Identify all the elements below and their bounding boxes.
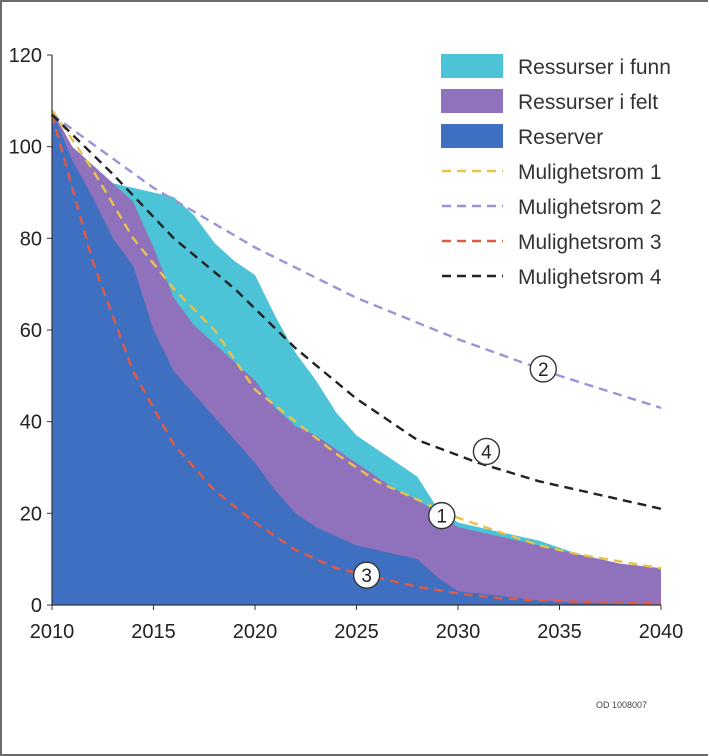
legend-label-mulighetsrom-2: Mulighetsrom 2 xyxy=(518,196,662,219)
y-tick-label: 20 xyxy=(20,503,42,525)
y-tick-label: 60 xyxy=(20,320,42,342)
line-mulighetsrom-3 xyxy=(50,114,662,605)
y-tick-label: 80 xyxy=(20,228,42,250)
legend-label-ressurser-i-felt: Ressurser i felt xyxy=(518,91,658,114)
marker-circle-3 xyxy=(352,561,381,589)
y-tick-label: 40 xyxy=(20,412,42,434)
marker-circle-2 xyxy=(529,355,557,383)
legend-swatch-ressurser-i-funn xyxy=(441,54,503,78)
legend-swatch-reserver xyxy=(441,124,503,148)
figure-code: OD 1008007 xyxy=(596,700,647,710)
x-tick-label: 2020 xyxy=(233,621,278,643)
y-tick-label: 100 xyxy=(9,137,42,159)
x-tick-label: 2040 xyxy=(639,621,684,643)
x-tick-label: 2010 xyxy=(30,621,75,643)
marker-circle-1 xyxy=(428,501,456,530)
marker-label-4: 4 xyxy=(481,442,492,463)
x-tick-label: 2015 xyxy=(131,621,176,643)
y-tick-label: 0 xyxy=(31,595,42,617)
legend-label-reserver: Reserver xyxy=(518,126,603,149)
x-tick-label: 2025 xyxy=(334,621,379,643)
x-tick-label: 2035 xyxy=(537,621,582,643)
line-mulighetsrom-2 xyxy=(51,113,662,410)
legend-label-mulighetsrom-4: Mulighetsrom 4 xyxy=(518,266,662,289)
marker-label-1: 1 xyxy=(436,507,447,528)
marker-label-3: 3 xyxy=(361,566,372,587)
x-tick-label: 2030 xyxy=(436,621,481,643)
line-mulighetsrom-1 xyxy=(51,109,662,570)
y-tick-label: 120 xyxy=(9,45,42,67)
marker-circle-4 xyxy=(472,437,501,466)
legend-swatch-ressurser-i-felt xyxy=(441,89,503,113)
legend-label-mulighetsrom-3: Mulighetsrom 3 xyxy=(518,231,662,254)
legend-label-ressurser-i-funn: Ressurser i funn xyxy=(518,56,671,79)
legend-label-mulighetsrom-1: Mulighetsrom 1 xyxy=(518,161,662,184)
marker-label-2: 2 xyxy=(538,360,549,381)
area-reserver xyxy=(52,110,661,605)
